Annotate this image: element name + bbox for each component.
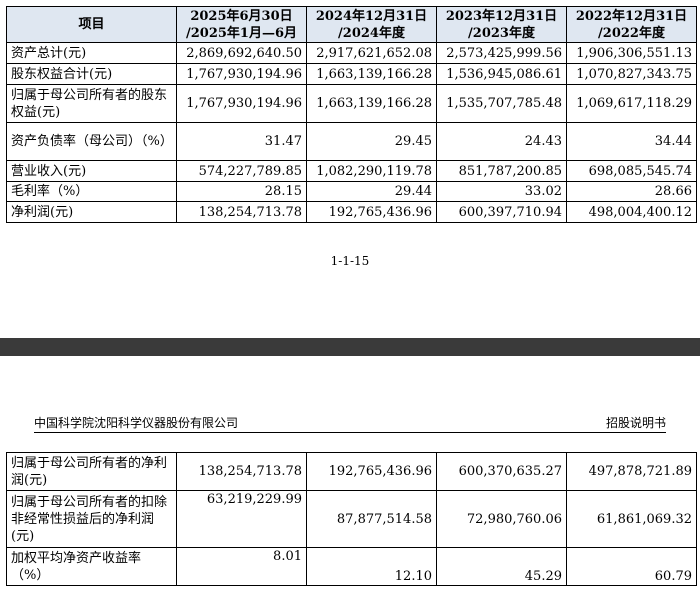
cell-value: 1,767,930,194.96	[176, 63, 307, 85]
table-row: 归属于母公司所有者的扣除非经常性损益后的净利润(元) 63,219,229.99…	[6, 490, 697, 548]
cell-value: 2,917,621,652.08	[306, 42, 437, 64]
table-row: 资产总计(元) 2,869,692,640.50 2,917,621,652.0…	[6, 42, 697, 64]
cell-value: 61,861,069.32	[566, 490, 697, 548]
header-2025h1: 2025年6月30日 /2025年1月—6月	[176, 6, 307, 43]
page-number: 1-1-15	[330, 254, 370, 268]
page-separator	[0, 338, 700, 356]
cell-value: 34.44	[566, 122, 697, 161]
cell-value: 1,070,827,343.75	[566, 63, 697, 85]
cell-value: 45.29	[436, 547, 567, 586]
row-label: 归属于母公司所有者的扣除非经常性损益后的净利润(元)	[6, 490, 177, 548]
cell-value: 1,767,930,194.96	[176, 84, 307, 123]
header-rule	[34, 432, 666, 433]
row-label: 归属于母公司所有者的净利润(元)	[6, 452, 177, 491]
table-row: 净利润(元) 138,254,713.78 192,765,436.96 600…	[6, 201, 697, 223]
table-row: 归属于母公司所有者的股东权益(元) 1,767,930,194.96 1,663…	[6, 84, 697, 123]
row-label: 股东权益合计(元)	[6, 63, 177, 85]
table-row: 毛利率（%） 28.15 29.44 33.02 28.66	[6, 181, 697, 202]
cell-value: 192,765,436.96	[306, 201, 437, 223]
cell-value: 87,877,514.58	[306, 490, 437, 548]
cell-value: 2,869,692,640.50	[176, 42, 307, 64]
cell-value: 600,370,635.27	[436, 452, 567, 491]
header-company-name: 中国科学院沈阳科学仪器股份有限公司	[34, 416, 239, 430]
table-row: 营业收入(元) 574,227,789.85 1,082,290,119.78 …	[6, 160, 697, 182]
cell-value: 498,004,400.12	[566, 201, 697, 223]
cell-value: 1,663,139,166.28	[306, 84, 437, 123]
cell-value: 497,878,721.89	[566, 452, 697, 491]
header-2022: 2022年12月31日 /2022年度	[566, 6, 697, 43]
financial-table-2: 归属于母公司所有者的净利润(元) 138,254,713.78 192,765,…	[6, 452, 697, 586]
table-row: 资产负债率（母公司）（%） 31.47 29.45 24.43 34.44	[6, 122, 697, 161]
header-2024: 2024年12月31日 /2024年度	[306, 6, 437, 43]
header-doc-type: 招股说明书	[605, 416, 666, 430]
cell-value: 24.43	[436, 122, 567, 161]
table-row: 加权平均净资产收益率（%） 8.01 12.10 45.29 60.79	[6, 547, 697, 586]
cell-value: 192,765,436.96	[306, 452, 437, 491]
cell-value: 851,787,200.85	[436, 160, 567, 182]
cell-value: 1,069,617,118.29	[566, 84, 697, 123]
cell-value: 63,219,229.99	[176, 490, 307, 548]
financial-table-1: 项目 2025年6月30日 /2025年1月—6月 2024年12月31日 /2…	[6, 6, 697, 223]
cell-value: 698,085,545.74	[566, 160, 697, 182]
table-row: 归属于母公司所有者的净利润(元) 138,254,713.78 192,765,…	[6, 452, 697, 491]
cell-value: 28.15	[176, 181, 307, 202]
row-label: 毛利率（%）	[6, 181, 177, 202]
cell-value: 60.79	[566, 547, 697, 586]
cell-value: 138,254,713.78	[176, 452, 307, 491]
row-label: 净利润(元)	[6, 201, 177, 223]
cell-value: 31.47	[176, 122, 307, 161]
cell-value: 29.45	[306, 122, 437, 161]
cell-value: 8.01	[176, 547, 307, 586]
header-2023: 2023年12月31日 /2023年度	[436, 6, 567, 43]
table-row: 股东权益合计(元) 1,767,930,194.96 1,663,139,166…	[6, 63, 697, 85]
cell-value: 1,663,139,166.28	[306, 63, 437, 85]
cell-value: 1,536,945,086.61	[436, 63, 567, 85]
cell-value: 72,980,760.06	[436, 490, 567, 548]
cell-value: 1,082,290,119.78	[306, 160, 437, 182]
row-label: 资产负债率（母公司）（%）	[6, 122, 177, 161]
row-label: 加权平均净资产收益率（%）	[6, 547, 177, 586]
cell-value: 1,906,306,551.13	[566, 42, 697, 64]
cell-value: 1,535,707,785.48	[436, 84, 567, 123]
cell-value: 12.10	[306, 547, 437, 586]
row-label: 归属于母公司所有者的股东权益(元)	[6, 84, 177, 123]
table-header-row: 项目 2025年6月30日 /2025年1月—6月 2024年12月31日 /2…	[6, 6, 697, 43]
cell-value: 574,227,789.85	[176, 160, 307, 182]
row-label: 资产总计(元)	[6, 42, 177, 64]
cell-value: 2,573,425,999.56	[436, 42, 567, 64]
cell-value: 138,254,713.78	[176, 201, 307, 223]
cell-value: 28.66	[566, 181, 697, 202]
cell-value: 33.02	[436, 181, 567, 202]
cell-value: 29.44	[306, 181, 437, 202]
header-item: 项目	[6, 6, 177, 43]
row-label: 营业收入(元)	[6, 160, 177, 182]
cell-value: 600,397,710.94	[436, 201, 567, 223]
